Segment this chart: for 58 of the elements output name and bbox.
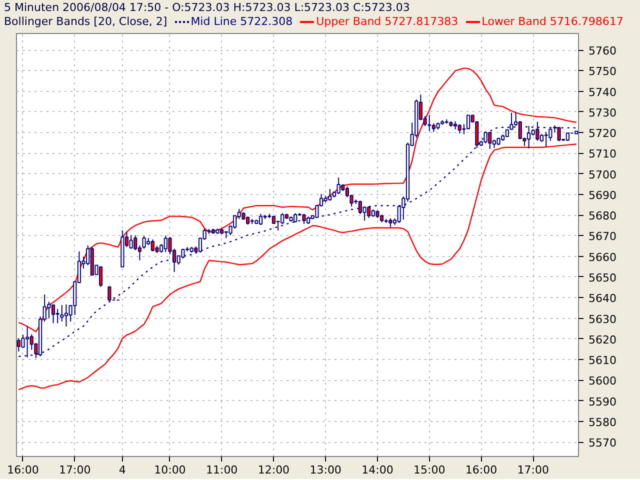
- chart-title: 5 Minuten 2006/08/04 17:50 - O:5723.03 H:5723.03 L:5723.03 C:5723.03: [4, 1, 410, 14]
- candlestick: [458, 124, 462, 134]
- y-tick-label: 5650: [588, 271, 616, 284]
- y-tick-label: 5750: [588, 65, 616, 78]
- x-tick-label: 17:00: [517, 464, 549, 476]
- y-tick-label: 5760: [588, 44, 616, 58]
- candlestick: [488, 131, 492, 150]
- y-tick-label: 5700: [588, 168, 616, 182]
- y-tick-label: 5670: [588, 230, 616, 244]
- line-series: [18, 144, 577, 390]
- candlestick: [108, 286, 112, 302]
- x-tick-label: 14:00: [362, 464, 394, 476]
- x-tick-label: 16:00: [7, 464, 39, 476]
- line-series: [18, 68, 577, 332]
- candlestick: [47, 301, 51, 319]
- y-tick-label: 5630: [588, 312, 616, 326]
- x-tick-label: 11:00: [206, 464, 238, 476]
- candlestick: [142, 236, 146, 250]
- candlestick: [302, 213, 306, 224]
- y-tick-label: 5590: [588, 395, 616, 408]
- candlestick: [544, 131, 548, 148]
- x-tick-label: 16:00: [465, 464, 498, 476]
- legend-title: Bollinger Bands [20, Close, 2]: [4, 15, 168, 28]
- candlestick: [336, 177, 340, 195]
- candlestick: [181, 248, 185, 259]
- y-tick-label: 5570: [588, 436, 616, 450]
- candlestick: [129, 234, 133, 250]
- y-tick-label: 5720: [588, 127, 616, 140]
- candlestick: [21, 334, 25, 348]
- y-tick-label: 5600: [588, 374, 616, 388]
- y-tick-label: 5610: [588, 354, 616, 368]
- legend-label: Lower Band 5716.798617: [480, 15, 624, 28]
- x-tick-label: 13:00: [310, 464, 342, 476]
- y-tick-label: 5580: [588, 416, 616, 429]
- x-tick-label: 10:00: [154, 464, 186, 476]
- candlestick: [466, 114, 470, 130]
- candlestick: [280, 212, 284, 224]
- y-tick-label: 5710: [588, 148, 616, 161]
- x-tick-label: 17:00: [59, 464, 91, 476]
- y-tick-label: 5620: [588, 333, 616, 346]
- candlestick: [51, 304, 56, 324]
- candlestick: [64, 304, 68, 328]
- y-tick-label: 5680: [588, 210, 616, 223]
- x-tick-label: 12:00: [258, 464, 290, 476]
- y-tick-label: 5690: [588, 188, 616, 202]
- y-tick-label: 5730: [588, 106, 616, 120]
- candlestick: [484, 130, 488, 144]
- legend-label: Mid Line 5722.308: [190, 15, 293, 28]
- x-tick-label: 4: [118, 464, 126, 476]
- legend-label: Upper Band 5727.817383: [315, 15, 458, 28]
- y-tick-label: 5640: [588, 292, 616, 306]
- x-tick-label: 15:00: [414, 464, 446, 476]
- candlestick: [258, 213, 263, 226]
- y-tick-label: 5660: [588, 250, 616, 264]
- candlestick: [134, 234, 138, 251]
- y-tick-label: 5740: [588, 86, 616, 99]
- candlestick: [60, 304, 64, 322]
- candlestick: [56, 308, 60, 324]
